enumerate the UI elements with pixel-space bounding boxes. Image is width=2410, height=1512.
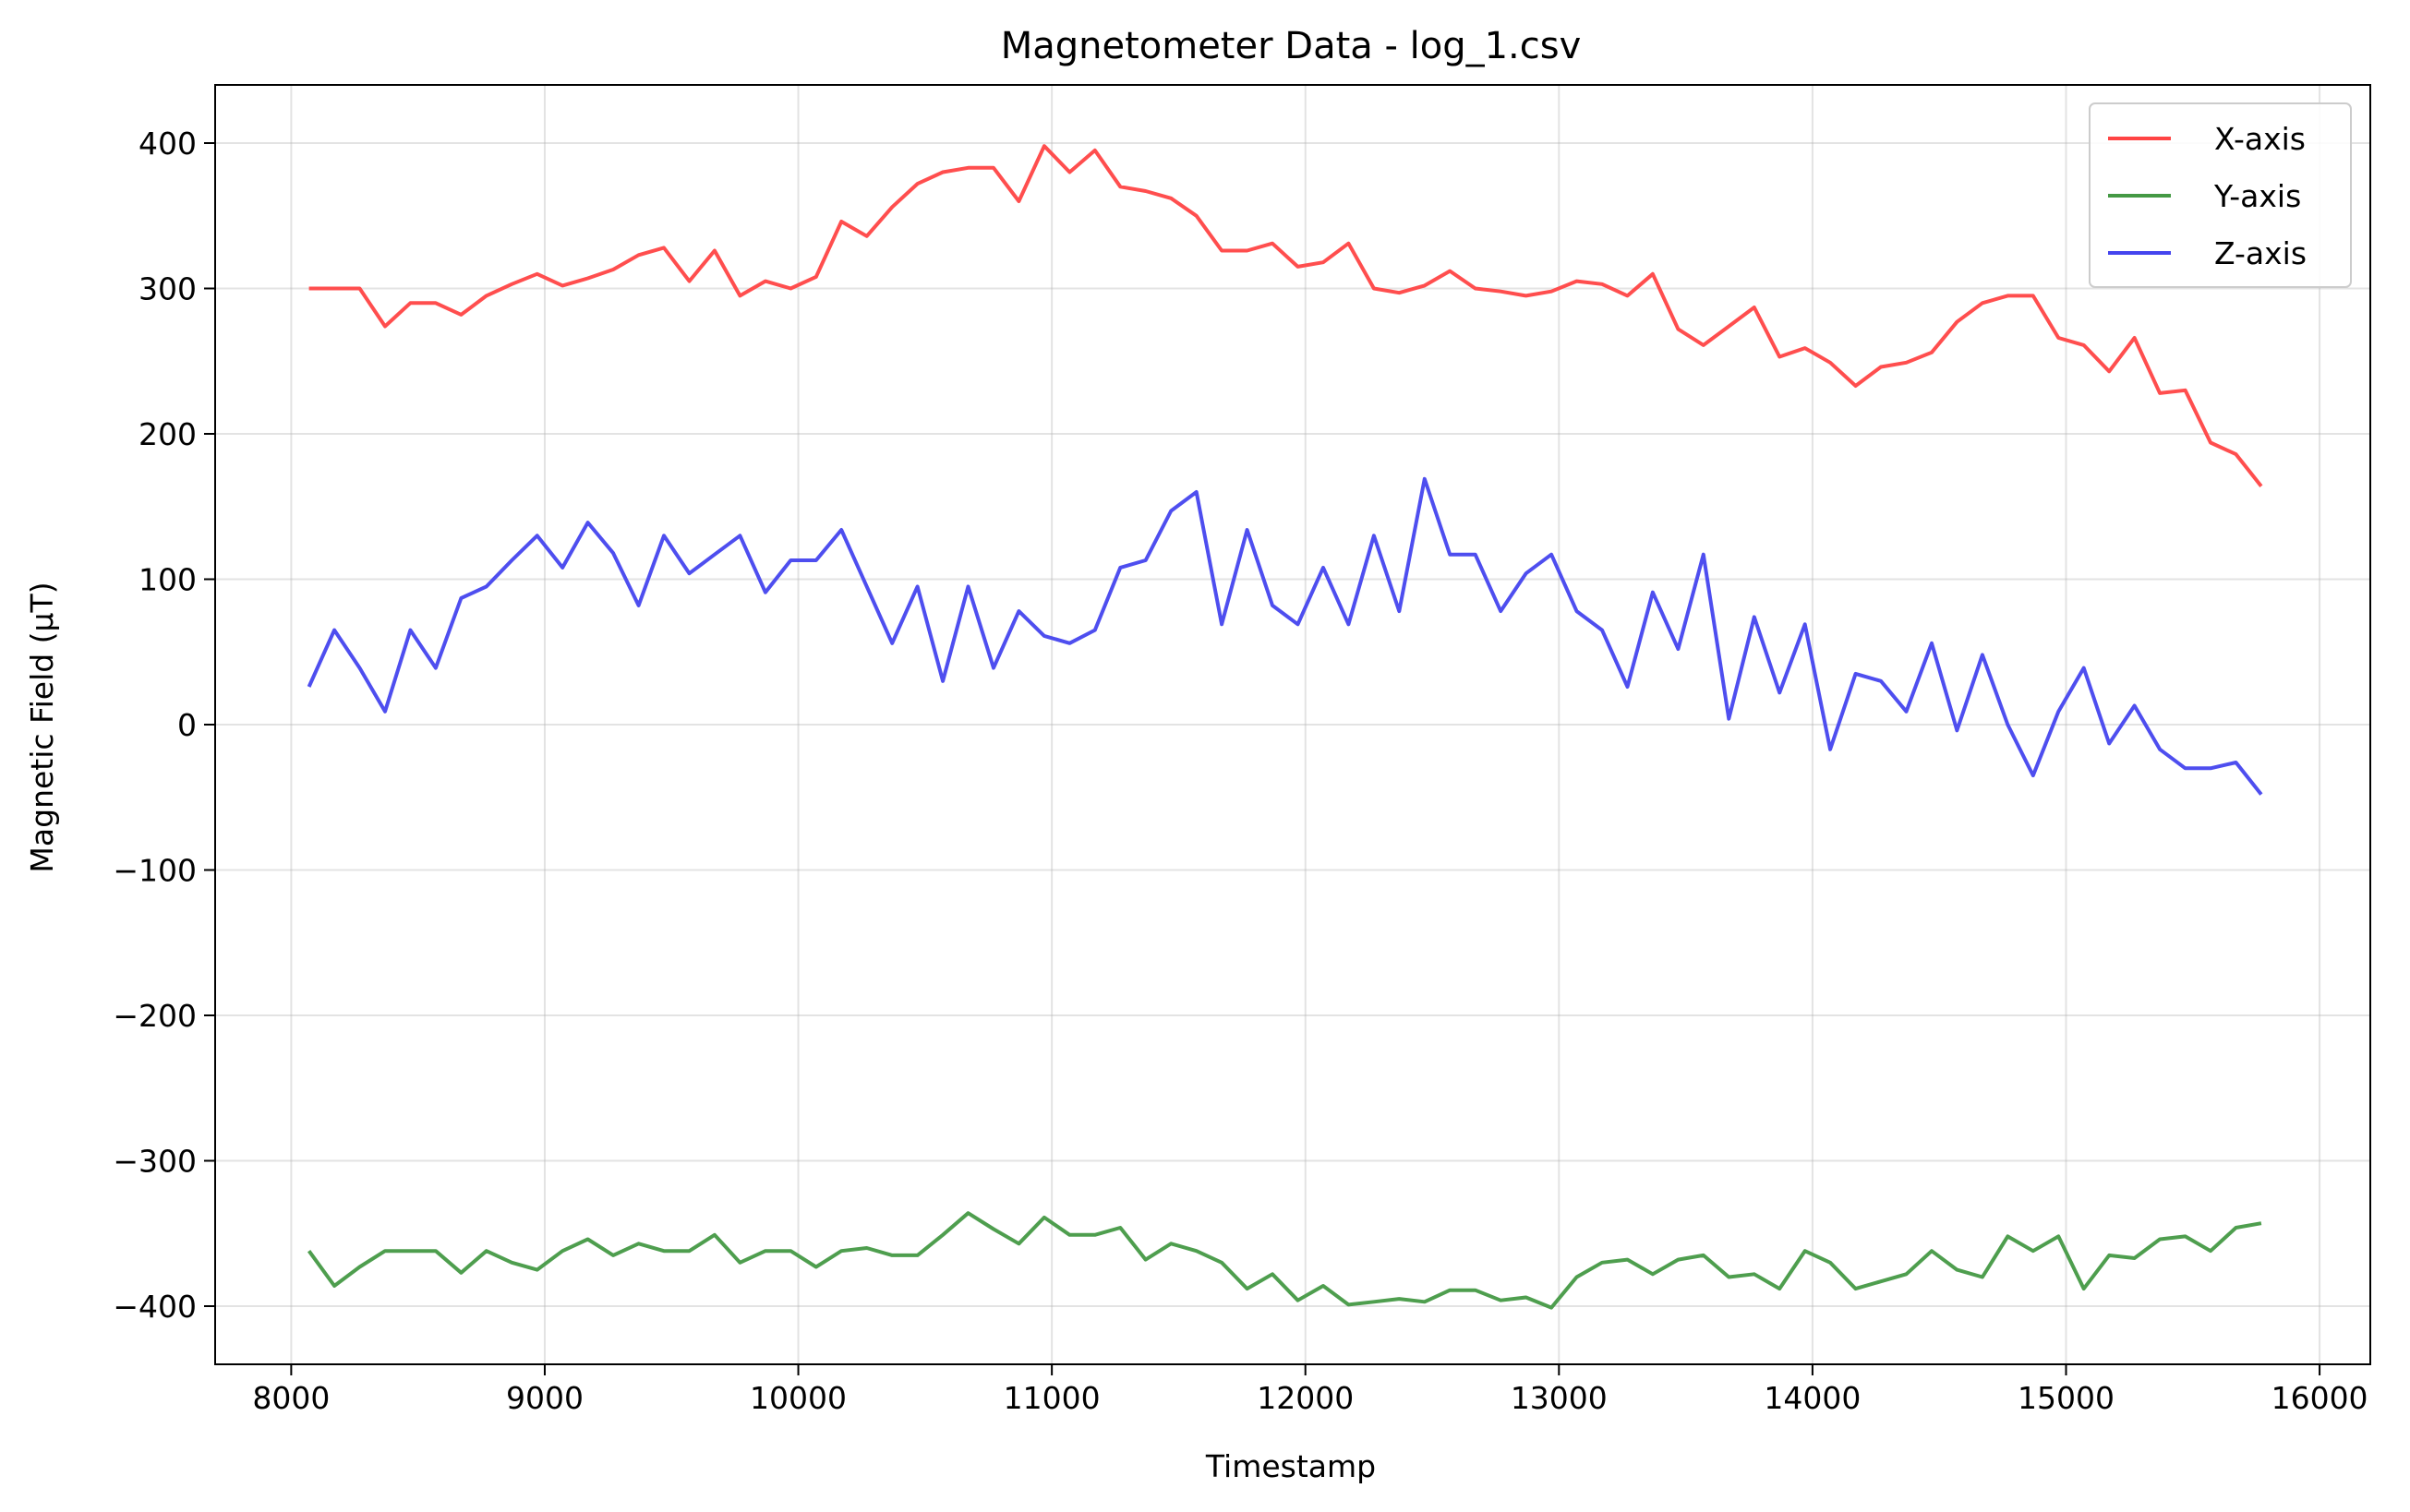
y-tick-label: −100 bbox=[113, 853, 197, 889]
x-tick-label: 12000 bbox=[1257, 1380, 1354, 1416]
y-tick-label: 100 bbox=[139, 562, 197, 598]
y-tick-label: −400 bbox=[113, 1289, 197, 1325]
ticks: 8000 9000 10000 11000 12000 13000 14000 15000 16… bbox=[113, 126, 2368, 1416]
y-tick-label: 300 bbox=[139, 271, 197, 307]
x-tick-label: 16000 bbox=[2271, 1380, 2368, 1416]
grid bbox=[215, 85, 2370, 1364]
x-tick-label: 8000 bbox=[252, 1380, 330, 1416]
y-tick-label: −200 bbox=[113, 998, 197, 1034]
x-tick-label: 9000 bbox=[506, 1380, 584, 1416]
series-line-z-axis bbox=[307, 476, 2263, 796]
chart-title: Magnetometer Data - log_1.csv bbox=[1001, 25, 1582, 67]
legend-label: X-axis bbox=[2214, 121, 2306, 157]
series-layer bbox=[307, 144, 2263, 1310]
series-line-x-axis bbox=[308, 144, 2263, 487]
x-tick-label: 14000 bbox=[1764, 1380, 1861, 1416]
y-tick-label: 400 bbox=[139, 126, 197, 162]
series-line-y-axis bbox=[307, 1211, 2262, 1310]
legend-label: Z-axis bbox=[2214, 235, 2307, 271]
legend-label: Y-axis bbox=[2213, 178, 2301, 214]
x-tick-label: 10000 bbox=[750, 1380, 847, 1416]
y-axis-title: Magnetic Field (μT) bbox=[24, 582, 60, 872]
x-axis-title: Timestamp bbox=[1205, 1448, 1376, 1484]
x-tick-label: 11000 bbox=[1004, 1380, 1101, 1416]
legend: X-axis Y-axis Z-axis bbox=[2089, 102, 2352, 288]
x-tick-label: 13000 bbox=[1511, 1380, 1608, 1416]
legend-box bbox=[2089, 102, 2352, 288]
y-tick-label: −300 bbox=[113, 1144, 197, 1180]
y-tick-label: 200 bbox=[139, 416, 197, 452]
x-tick-label: 15000 bbox=[2018, 1380, 2115, 1416]
y-tick-label: 0 bbox=[177, 707, 197, 743]
